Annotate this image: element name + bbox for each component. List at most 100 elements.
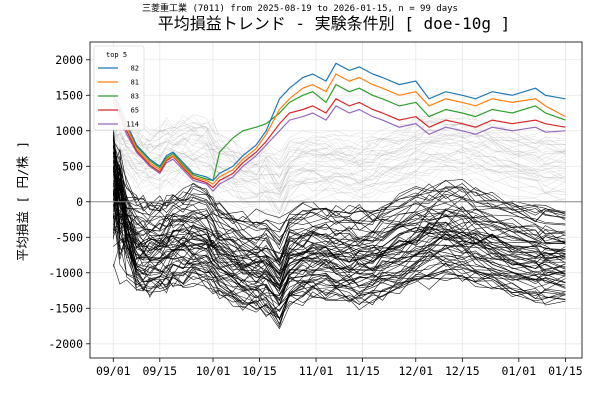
series-line-114 bbox=[112, 102, 566, 192]
background-line bbox=[113, 135, 566, 191]
background-line bbox=[113, 169, 566, 264]
y-tick-label: -1500 bbox=[48, 301, 83, 315]
background-line bbox=[113, 162, 566, 220]
y-tick-label: 2000 bbox=[55, 53, 83, 67]
background-line bbox=[113, 144, 566, 274]
background-line bbox=[113, 105, 566, 153]
background-line bbox=[113, 183, 566, 328]
background-line bbox=[113, 152, 566, 263]
background-line bbox=[113, 130, 566, 177]
background-line bbox=[113, 122, 566, 169]
series-line-65 bbox=[112, 98, 566, 189]
y-ticks: 2000 1500 1000 500 0 -500 -1000 -1500 -2000 bbox=[48, 53, 90, 351]
background-line bbox=[113, 131, 566, 176]
background-line bbox=[113, 169, 566, 228]
legend-label-81: 81 bbox=[131, 79, 139, 87]
background-line bbox=[113, 219, 566, 285]
background-line bbox=[113, 113, 566, 156]
plot-grid bbox=[90, 42, 582, 358]
background-line bbox=[113, 140, 566, 262]
chart-suptitle: 三菱重工業 (7011) from 2025-08-19 to 2026-01-… bbox=[142, 2, 458, 14]
y-axis-label: 平均損益 [ 円/株 ] bbox=[15, 141, 30, 261]
x-ticks: 09/01 09/15 10/01 10/15 11/01 11/15 12/01 12/15… bbox=[96, 358, 583, 378]
legend-label-83: 83 bbox=[131, 93, 139, 101]
background-line bbox=[113, 208, 566, 264]
background-line bbox=[113, 120, 566, 179]
background-line bbox=[113, 209, 566, 254]
background-line bbox=[113, 181, 566, 320]
x-tick-label: 12/15 bbox=[445, 364, 480, 378]
background-line bbox=[113, 122, 566, 168]
background-line bbox=[113, 178, 566, 290]
x-tick-label: 11/01 bbox=[299, 364, 334, 378]
background-line bbox=[113, 131, 566, 215]
background-line bbox=[113, 214, 566, 287]
background-line bbox=[113, 226, 566, 291]
background-line bbox=[113, 153, 566, 211]
legend-label-82: 82 bbox=[131, 65, 139, 73]
y-tick-label: 1500 bbox=[55, 88, 83, 102]
background-line bbox=[113, 126, 566, 264]
series-layer bbox=[112, 62, 566, 192]
background-line bbox=[113, 205, 566, 319]
background-line bbox=[113, 235, 566, 299]
background-line bbox=[113, 193, 566, 306]
background-line bbox=[113, 199, 566, 283]
background-line bbox=[113, 134, 566, 220]
background-line bbox=[113, 167, 566, 283]
series-line-82 bbox=[112, 62, 566, 182]
background-line bbox=[113, 155, 566, 245]
background-line bbox=[113, 132, 566, 178]
background-line bbox=[113, 116, 566, 166]
background-line bbox=[113, 159, 566, 287]
background-line bbox=[113, 128, 566, 178]
background-line bbox=[113, 199, 566, 321]
background-line bbox=[113, 178, 566, 290]
background-line bbox=[113, 235, 566, 299]
background-line bbox=[113, 130, 566, 188]
background-line bbox=[113, 126, 566, 186]
legend-box bbox=[93, 45, 145, 131]
legend: top 5 82 81 83 65 114 bbox=[93, 45, 145, 131]
background-line bbox=[113, 142, 566, 231]
background-line bbox=[113, 126, 566, 184]
background-line bbox=[113, 171, 566, 255]
background-line bbox=[113, 152, 566, 275]
x-tick-label: 10/15 bbox=[242, 364, 277, 378]
background-line bbox=[113, 155, 566, 292]
y-tick-label: 1000 bbox=[55, 124, 83, 138]
y-tick-label: 500 bbox=[62, 159, 83, 173]
background-line bbox=[113, 131, 566, 224]
background-line bbox=[113, 121, 566, 169]
y-tick-label: -500 bbox=[55, 230, 83, 244]
background-line bbox=[113, 192, 566, 267]
background-line bbox=[113, 139, 566, 325]
background-line bbox=[113, 177, 566, 222]
chart-title: 平均損益トレンド - 実験条件別 [ doe-10g ] bbox=[158, 14, 511, 33]
background-line bbox=[113, 136, 566, 306]
x-tick-label: 09/01 bbox=[96, 364, 131, 378]
background-line bbox=[113, 189, 566, 310]
background-lines bbox=[113, 105, 566, 330]
y-tick-label: -2000 bbox=[48, 337, 83, 351]
x-tick-label: 10/01 bbox=[196, 364, 231, 378]
legend-label-114: 114 bbox=[126, 121, 139, 129]
series-line-81 bbox=[112, 73, 566, 185]
background-line bbox=[113, 148, 566, 206]
background-line bbox=[113, 135, 566, 198]
background-line bbox=[113, 170, 566, 301]
x-tick-label: 01/15 bbox=[548, 364, 583, 378]
background-line bbox=[113, 189, 566, 244]
background-line bbox=[113, 148, 566, 212]
background-line bbox=[113, 151, 566, 280]
series-line-83 bbox=[112, 83, 566, 182]
y-tick-label: -1000 bbox=[48, 266, 83, 280]
legend-label-65: 65 bbox=[131, 107, 139, 115]
background-line bbox=[113, 117, 566, 166]
background-line bbox=[113, 117, 566, 165]
background-line bbox=[113, 136, 566, 267]
background-line bbox=[113, 130, 566, 192]
x-tick-label: 12/01 bbox=[398, 364, 433, 378]
x-tick-label: 09/15 bbox=[142, 364, 177, 378]
